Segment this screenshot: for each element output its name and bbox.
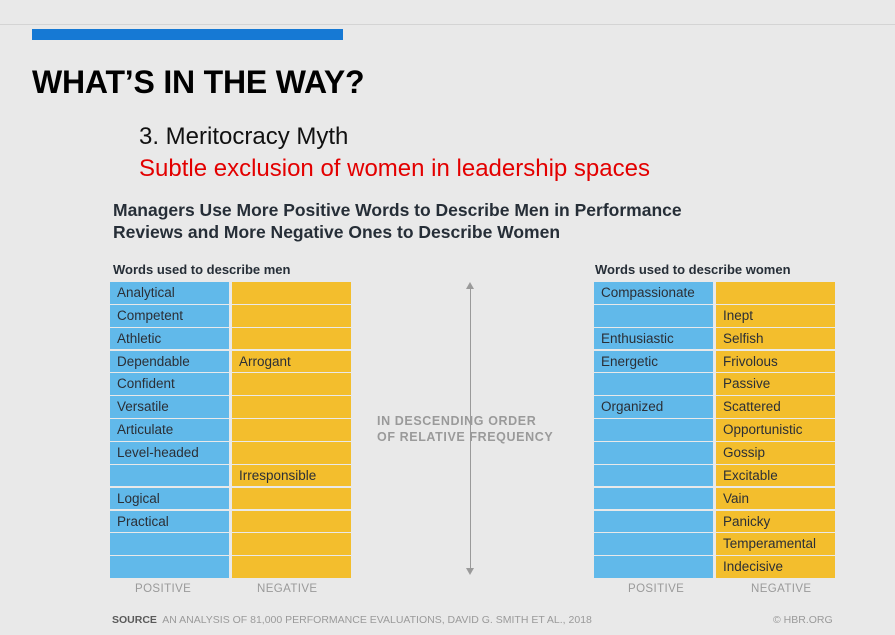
men-negative-word-cell xyxy=(232,556,351,578)
men-negative-word-cell xyxy=(232,441,351,464)
women-positive-word-cell xyxy=(594,441,713,464)
women-positive-word-cell: Compassionate xyxy=(594,282,713,304)
frequency-order-label: IN DESCENDING ORDER OF RELATIVE FREQUENC… xyxy=(377,413,553,445)
women-positive-word-cell: Enthusiastic xyxy=(594,327,713,350)
women-negative-word-cell: Selfish xyxy=(716,327,835,350)
men-negative-word-cell xyxy=(232,533,351,556)
women-negative-word-cell: Panicky xyxy=(716,510,835,533)
frequency-order-label-line-2: OF RELATIVE FREQUENCY xyxy=(377,430,554,444)
men-column-title: Words used to describe men xyxy=(113,262,291,277)
chart-heading: Managers Use More Positive Words to Desc… xyxy=(113,199,682,243)
women-negative-word-cell: Inept xyxy=(716,304,835,327)
women-positive-word-cell xyxy=(594,510,713,533)
top-divider xyxy=(0,24,895,25)
men-positive-word-cell: Dependable xyxy=(110,350,229,373)
frequency-order-label-line-1: IN DESCENDING ORDER xyxy=(377,414,537,428)
women-negative-word-cell xyxy=(716,282,835,304)
men-positive-word-cell: Articulate xyxy=(110,419,229,441)
men-positive-word-cell: Analytical xyxy=(110,282,229,304)
women-negative-word-cell: Frivolous xyxy=(716,350,835,373)
women-negative-word-cell: Excitable xyxy=(716,464,835,487)
frequency-arrow-line xyxy=(470,287,471,570)
accent-bar xyxy=(32,29,343,40)
women-positive-word-cell: Organized xyxy=(594,396,713,418)
women-negative-word-cell: Vain xyxy=(716,487,835,510)
hbr-credit: © HBR.ORG xyxy=(773,614,833,626)
men-positive-word-cell: Versatile xyxy=(110,396,229,418)
men-negative-word-cell: Irresponsible xyxy=(232,464,351,487)
men-positive-word-cell: Athletic xyxy=(110,327,229,350)
arrow-down-icon xyxy=(466,568,474,575)
men-negative-word-cell xyxy=(232,487,351,510)
women-positive-word-cell xyxy=(594,419,713,441)
men-negative-word-cell xyxy=(232,510,351,533)
women-negative-word-cell: Opportunistic xyxy=(716,419,835,441)
men-positive-word-cell xyxy=(110,464,229,487)
women-positive-word-cell: Energetic xyxy=(594,350,713,373)
men-positive-word-cell: Level-headed xyxy=(110,441,229,464)
men-negative-word-cell: Arrogant xyxy=(232,350,351,373)
men-negative-word-cell xyxy=(232,327,351,350)
women-positive-word-cell xyxy=(594,373,713,396)
women-positive-word-cell xyxy=(594,556,713,578)
men-negative-label: NEGATIVE xyxy=(257,583,318,595)
men-negative-word-cell xyxy=(232,304,351,327)
source-label: SOURCE xyxy=(112,614,157,626)
women-column-title: Words used to describe women xyxy=(595,262,791,277)
arrow-up-icon xyxy=(466,282,474,289)
men-positive-label: POSITIVE xyxy=(135,583,192,595)
men-positive-word-cell: Logical xyxy=(110,487,229,510)
women-positive-word-cell xyxy=(594,464,713,487)
chart-heading-line-2: Reviews and More Negative Ones to Descri… xyxy=(113,222,561,242)
slide-title: WHAT’S IN THE WAY? xyxy=(32,64,365,100)
women-negative-word-cell: Temperamental xyxy=(716,533,835,556)
men-positive-word-cell xyxy=(110,556,229,578)
men-positive-word-cell: Practical xyxy=(110,510,229,533)
men-negative-word-cell xyxy=(232,396,351,418)
men-negative-word-cell xyxy=(232,373,351,396)
men-positive-word-cell: Competent xyxy=(110,304,229,327)
chart-heading-line-1: Managers Use More Positive Words to Desc… xyxy=(113,200,682,220)
men-positive-word-cell xyxy=(110,533,229,556)
women-positive-word-cell xyxy=(594,487,713,510)
men-negative-word-cell xyxy=(232,282,351,304)
slide-subtitle-topic: 3. Meritocracy Myth xyxy=(139,123,349,150)
slide-subtitle-description: Subtle exclusion of women in leadership … xyxy=(139,155,650,182)
women-positive-word-cell xyxy=(594,533,713,556)
women-positive-word-cell xyxy=(594,304,713,327)
women-negative-word-cell: Indecisive xyxy=(716,556,835,578)
source-note: SOURCE AN ANALYSIS OF 81,000 PERFORMANCE… xyxy=(112,614,592,626)
women-negative-label: NEGATIVE xyxy=(751,583,812,595)
men-negative-word-cell xyxy=(232,419,351,441)
women-positive-label: POSITIVE xyxy=(628,583,685,595)
women-negative-word-cell: Gossip xyxy=(716,441,835,464)
men-positive-word-cell: Confident xyxy=(110,373,229,396)
women-negative-word-cell: Scattered xyxy=(716,396,835,418)
women-negative-word-cell: Passive xyxy=(716,373,835,396)
source-text: AN ANALYSIS OF 81,000 PERFORMANCE EVALUA… xyxy=(162,614,592,626)
